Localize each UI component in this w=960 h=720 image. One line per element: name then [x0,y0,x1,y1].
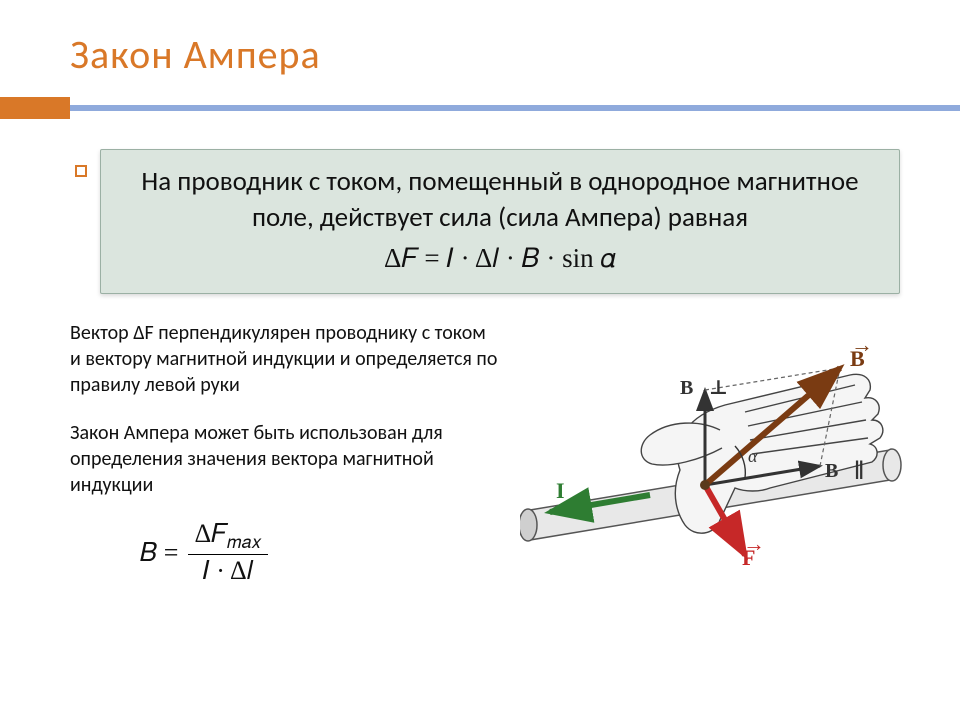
origin-dot [700,480,710,490]
slide-title: Закон Ампера [70,30,960,79]
label-f: →F [742,545,755,571]
bullet-icon [75,165,87,177]
label-b-perp: B⃗⊥ [680,375,728,400]
label-b: →B [850,346,865,372]
paragraph-usage: Закон Ампера может быть использован для … [70,420,500,498]
formula-b-num: Δ𝐹 [194,519,226,548]
label-alpha: α [748,446,757,467]
formula-b-induction: 𝐵 = Δ𝐹𝑚𝑎𝑥 𝐼 · Δ𝑙 [140,520,500,586]
label-i: I⃗ [556,478,582,504]
label-b-par: B⃗∥ [825,458,864,483]
divider-line [70,105,960,111]
paragraph-vector-perp: Вектор ΔF перпендикулярен проводнику с т… [70,320,500,398]
divider-accent [0,97,70,119]
formula-b-num-sub: 𝑚𝑎𝑥 [227,532,262,552]
law-text: На проводник с током, помещенный в однор… [129,164,871,237]
hand-outline [641,374,883,533]
explanation-column: Вектор ΔF перпендикулярен проводнику с т… [70,320,500,586]
left-hand-rule-diagram: →B B⃗⊥ B⃗∥ I⃗ →F α [520,320,900,570]
law-formula: Δ𝐹 = 𝐼 · Δ𝑙 · 𝐵 · sin 𝛼 [129,243,871,275]
law-definition-box: На проводник с током, помещенный в однор… [100,149,900,294]
title-divider [0,97,960,119]
formula-b-den: 𝐼 · Δ𝑙 [197,555,260,586]
formula-b-lhs: 𝐵 = [140,536,178,570]
